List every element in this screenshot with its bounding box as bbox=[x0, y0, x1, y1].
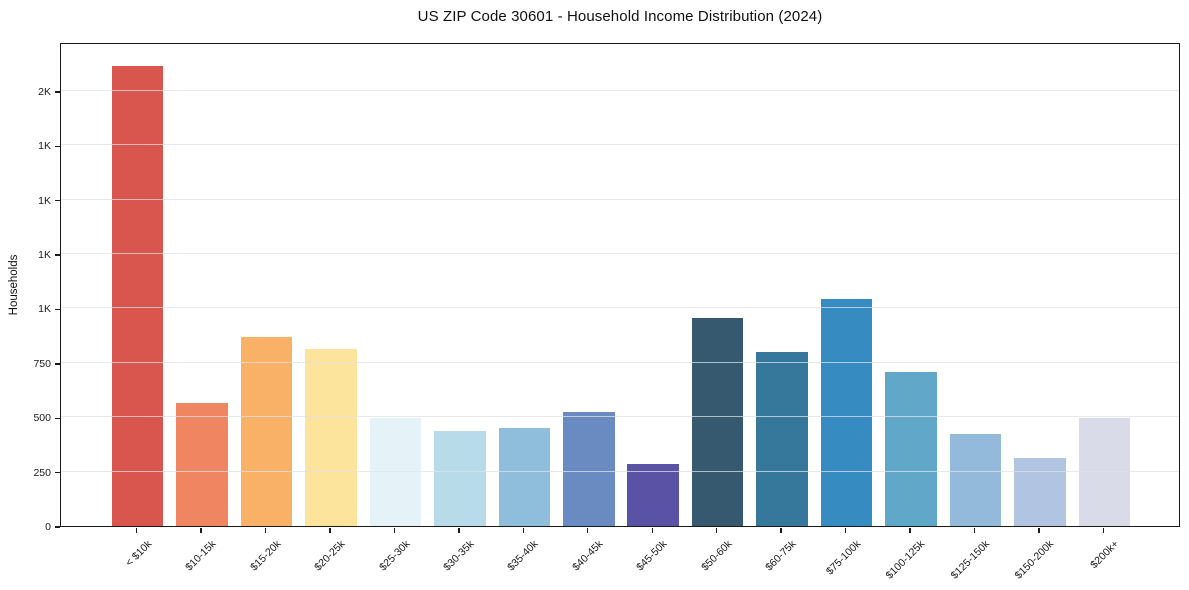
x-tick-label: $20-25k bbox=[312, 538, 348, 574]
x-tick-label: $25-30k bbox=[376, 538, 412, 574]
chart-title: US ZIP Code 30601 - Household Income Dis… bbox=[417, 8, 823, 25]
y-tick-mark bbox=[54, 308, 60, 311]
x-tick-mark bbox=[329, 527, 331, 533]
y-tick-mark bbox=[54, 363, 60, 365]
y-tick-mark bbox=[54, 417, 60, 419]
x-tick-label: $150-200k bbox=[1012, 538, 1057, 582]
y-tick-label: 1K bbox=[38, 140, 51, 153]
grid-layer bbox=[61, 44, 1179, 526]
bar-< $10k bbox=[111, 65, 164, 526]
x-tick-label: $125-150k bbox=[948, 538, 992, 582]
bars-layer bbox=[61, 44, 1179, 526]
x-tick-label: $75-100k bbox=[823, 538, 864, 578]
x-tick-label: $35-40k bbox=[505, 538, 541, 574]
y-tick-label: 1K bbox=[38, 194, 51, 207]
bar-$10-15k bbox=[176, 403, 228, 526]
gridline-1000 bbox=[61, 307, 1179, 309]
plot-area bbox=[60, 43, 1180, 527]
y-tick-label: 1K bbox=[38, 303, 51, 316]
x-tick-mark bbox=[135, 527, 138, 533]
x-tick-label: $60-75k bbox=[763, 538, 799, 574]
x-tick-mark bbox=[264, 527, 267, 533]
bar-$125-150k bbox=[949, 434, 1002, 526]
y-tick-label: 2K bbox=[38, 85, 51, 98]
y-tick-mark bbox=[54, 200, 60, 202]
bar-$30-35k bbox=[434, 430, 486, 526]
x-tick-mark bbox=[587, 527, 589, 533]
x-tick-label: $50-60k bbox=[698, 538, 735, 574]
y-tick-mark bbox=[54, 254, 60, 256]
y-tick-label: 750 bbox=[33, 357, 51, 370]
y-tick-mark bbox=[54, 91, 60, 93]
x-tick-mark bbox=[393, 527, 396, 533]
bar-$40-45k bbox=[563, 412, 615, 526]
y-tick-label: 1K bbox=[38, 249, 51, 262]
x-tick-label: $100-125k bbox=[883, 538, 928, 582]
bar-$15-20k bbox=[240, 337, 293, 526]
y-tick-label: 250 bbox=[33, 466, 51, 479]
x-tick-label: $30-35k bbox=[441, 538, 477, 574]
x-tick-mark bbox=[651, 527, 653, 533]
x-tick-mark bbox=[1038, 527, 1040, 533]
gridline-250 bbox=[61, 470, 1179, 472]
x-tick-mark bbox=[522, 527, 525, 533]
x-tick-label: $10-15k bbox=[183, 538, 219, 574]
y-tick-label: 0 bbox=[45, 521, 51, 533]
gridline-1250 bbox=[61, 253, 1179, 255]
x-tick-label: $45-50k bbox=[634, 538, 670, 574]
gridline-750 bbox=[61, 361, 1179, 363]
x-tick-label: $40-45k bbox=[569, 538, 606, 574]
bar-$25-30k bbox=[369, 417, 422, 526]
x-tick-mark bbox=[715, 527, 718, 533]
gridline-500 bbox=[61, 416, 1179, 418]
x-tick-mark bbox=[844, 527, 847, 533]
x-tick-label: $15-20k bbox=[247, 538, 284, 574]
x-tick-mark bbox=[1102, 527, 1104, 533]
x-tick-label: $200k+ bbox=[1087, 538, 1121, 572]
x-tick-mark bbox=[458, 527, 460, 533]
bar-$200k+ bbox=[1078, 418, 1131, 526]
bar-$45-50k bbox=[627, 463, 679, 526]
x-tick-mark bbox=[780, 527, 782, 533]
bar-$35-40k bbox=[498, 427, 551, 526]
bar-$100-125k bbox=[885, 371, 937, 526]
x-tick-label: < $10k bbox=[123, 538, 155, 569]
bar-$50-60k bbox=[691, 318, 744, 526]
bar-$75-100k bbox=[820, 298, 873, 526]
x-tick-mark bbox=[200, 527, 202, 533]
bar-$150-200k bbox=[1014, 458, 1066, 526]
x-tick-mark bbox=[973, 527, 976, 533]
bar-$20-25k bbox=[305, 349, 357, 526]
x-tick-mark bbox=[909, 527, 911, 533]
y-tick-mark bbox=[54, 145, 60, 148]
y-tick-mark bbox=[54, 526, 60, 528]
bar-$60-75k bbox=[756, 352, 808, 526]
y-tick-mark bbox=[54, 471, 60, 474]
gridline-1500 bbox=[61, 198, 1179, 200]
y-tick-label: 500 bbox=[33, 412, 51, 425]
gridline-1750 bbox=[61, 144, 1179, 146]
gridline-2000 bbox=[61, 89, 1179, 91]
